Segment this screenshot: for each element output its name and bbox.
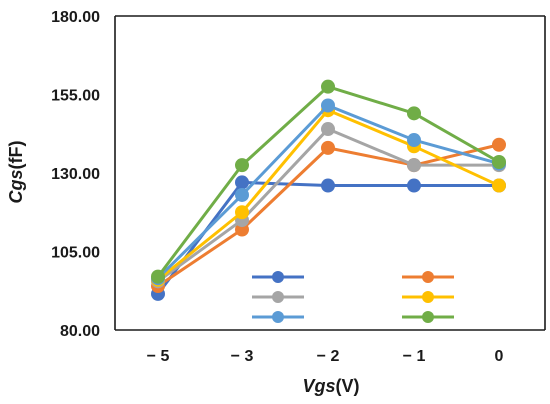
legend-item: Vds=20V (402, 311, 507, 324)
data-point (407, 178, 421, 193)
x-axis-title-unit: (V) (336, 376, 360, 396)
data-point (235, 205, 249, 220)
legend-item: Vds=0V (252, 271, 351, 284)
data-point (321, 79, 335, 94)
y-tick-label: 155.00 (51, 88, 100, 105)
data-point (321, 122, 335, 137)
data-point (407, 106, 421, 121)
data-point (235, 187, 249, 202)
series-group (151, 175, 506, 301)
data-point (321, 140, 335, 155)
legend-marker (272, 311, 284, 323)
x-axis-title-italic: Vgs (302, 376, 335, 396)
x-tick-label: − 1 (403, 348, 426, 365)
legend-item: Vds=8V (252, 291, 351, 304)
x-axis-title: Vgs(V) (302, 376, 359, 396)
legend-marker (422, 311, 434, 323)
y-tick-label: 80.00 (60, 323, 100, 340)
y-axis-title-unit: (fF) (6, 141, 26, 170)
legend: Vds=0V Vds=4V Vds=8V Vds=12V Vds=16V Vds=20V (252, 271, 507, 324)
legend-item: Vds=12V (402, 291, 507, 304)
legend-label: Vds=8V (310, 292, 351, 304)
x-tick-label: 0 (495, 348, 504, 365)
legend-marker (422, 291, 434, 303)
data-point (492, 137, 506, 152)
legend-marker (272, 291, 284, 303)
series-group (151, 79, 506, 284)
y-tick-label: 105.00 (51, 245, 100, 262)
legend-label: Vds=16V (310, 312, 357, 324)
data-point (151, 269, 165, 284)
data-point (321, 178, 335, 193)
data-point (407, 158, 421, 173)
y-axis-title: Cgs(fF) (6, 141, 26, 204)
data-point (235, 175, 249, 190)
data-point (407, 133, 421, 148)
x-tick-labels: − 5 − 3 − 2 − 1 0 (147, 348, 504, 365)
y-axis-title-italic: Cgs (6, 169, 26, 203)
plot-area (114, 15, 546, 331)
data-point (492, 155, 506, 170)
legend-item: Vds=16V (252, 311, 357, 324)
y-tick-label: 180.00 (51, 9, 100, 26)
legend-label: Vds=0V (310, 272, 351, 284)
legend-label: Vds=4V (460, 272, 501, 284)
data-point (321, 98, 335, 113)
series-layer (151, 79, 506, 301)
data-point (492, 178, 506, 193)
x-tick-label: − 5 (147, 348, 170, 365)
legend-marker (272, 271, 284, 283)
x-tick-label: − 3 (231, 348, 254, 365)
y-tick-label: 130.00 (51, 166, 100, 183)
legend-label: Vds=12V (460, 292, 507, 304)
legend-marker (422, 271, 434, 283)
legend-label: Vds=20V (460, 312, 507, 324)
y-tick-labels: 80.00 105.00 130.00 155.00 180.00 (51, 9, 100, 340)
data-point (235, 158, 249, 173)
x-tick-label: − 2 (317, 348, 340, 365)
legend-item: Vds=4V (402, 271, 501, 284)
